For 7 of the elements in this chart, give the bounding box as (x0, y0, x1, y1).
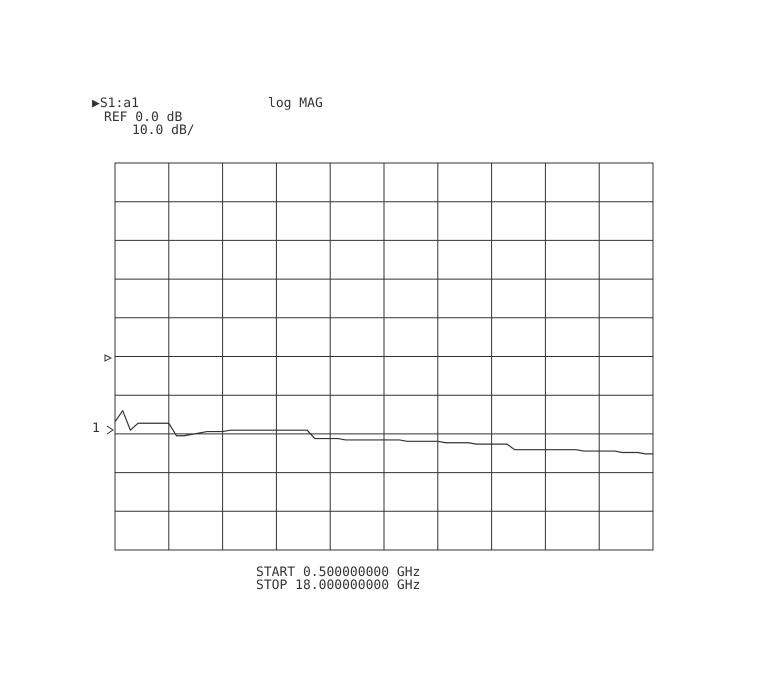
chart-title: ▶S1:a1 (92, 96, 139, 111)
text: REF 0.0 dB (104, 110, 182, 125)
chart-subtitle: log MAG (268, 96, 323, 111)
text: STOP 18.000000000 GHz (256, 578, 420, 593)
text: 1 (92, 421, 100, 436)
text: START 0.500000000 GHz (256, 565, 420, 580)
text: 10.0 dB/ (132, 123, 195, 138)
